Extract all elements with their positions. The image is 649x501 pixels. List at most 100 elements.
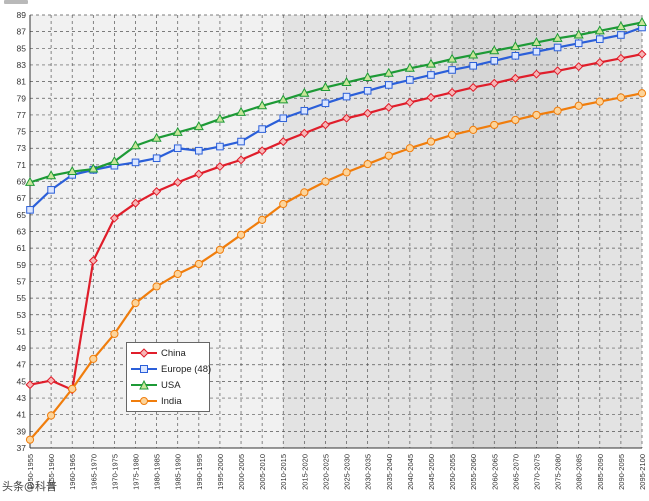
data-point	[510, 41, 521, 51]
data-point	[321, 99, 330, 108]
y-tick-label: 57	[17, 276, 27, 286]
data-point	[532, 47, 541, 56]
data-point	[194, 259, 203, 269]
x-tick-label: 1955-1960	[47, 454, 56, 490]
data-point	[299, 87, 310, 97]
data-point	[195, 146, 203, 155]
y-tick-label: 61	[17, 243, 27, 253]
data-point	[321, 177, 330, 186]
data-point	[131, 299, 140, 308]
data-point	[532, 110, 541, 120]
data-point	[468, 82, 478, 92]
data-point	[594, 25, 605, 35]
data-point	[447, 87, 457, 97]
data-point	[68, 384, 77, 393]
x-tick-label: 2065-2070	[511, 454, 520, 490]
data-point	[468, 49, 479, 59]
data-point	[425, 58, 437, 68]
x-tick-label: 2090-2095	[617, 454, 626, 490]
x-tick-label: 2055-2060	[469, 454, 478, 490]
y-tick-label: 51	[17, 326, 27, 336]
y-tick-label: 75	[17, 127, 27, 137]
data-point	[67, 166, 78, 176]
data-point	[320, 120, 330, 130]
x-tick-label: 2060-2065	[490, 454, 499, 490]
square-marker-icon	[131, 365, 157, 373]
data-point	[47, 186, 55, 194]
y-tick-label: 71	[17, 160, 27, 170]
data-point	[173, 144, 182, 153]
data-point	[406, 76, 414, 84]
data-point	[109, 213, 119, 223]
data-point	[173, 177, 183, 187]
data-point	[131, 198, 141, 208]
x-tick-label: 1965-1970	[89, 454, 98, 490]
data-point	[172, 126, 183, 136]
data-point	[448, 66, 456, 74]
data-point	[363, 86, 372, 95]
data-point	[490, 56, 499, 65]
data-point	[489, 45, 500, 55]
data-point	[279, 114, 288, 123]
x-tick-label: 2000-2005	[237, 454, 246, 490]
data-point	[25, 380, 35, 390]
data-point	[342, 168, 351, 177]
data-point	[110, 329, 119, 339]
data-point	[193, 121, 204, 131]
data-point	[152, 282, 161, 291]
data-point	[236, 155, 246, 165]
data-point	[152, 187, 162, 197]
data-point	[89, 354, 98, 364]
x-tick-label: 2030-2035	[364, 454, 373, 490]
y-tick-label: 77	[17, 110, 27, 120]
data-point	[194, 169, 204, 179]
legend-item-india: India	[131, 394, 182, 408]
legend-item-china: China	[131, 346, 186, 360]
x-tick-label: 1995-2000	[216, 454, 225, 490]
data-point	[47, 411, 56, 420]
data-point	[426, 137, 436, 146]
y-tick-label: 73	[17, 143, 27, 153]
data-point	[131, 158, 140, 167]
y-tick-label: 81	[17, 77, 27, 87]
data-point	[151, 132, 162, 142]
data-point	[216, 142, 224, 151]
data-point	[257, 146, 267, 156]
circle-marker-icon	[131, 397, 157, 405]
data-point	[405, 97, 415, 107]
x-tick-label: 1990-1995	[195, 454, 204, 490]
data-point	[237, 137, 245, 146]
x-tick-label: 2095-2100	[638, 454, 647, 490]
y-tick-label: 69	[17, 177, 27, 187]
data-point	[152, 154, 161, 163]
y-tick-label: 45	[17, 376, 27, 386]
y-tick-label: 83	[17, 60, 27, 70]
data-point	[24, 176, 36, 186]
data-point	[363, 159, 372, 169]
data-point	[88, 256, 98, 266]
x-tick-label: 2075-2080	[554, 454, 563, 490]
data-point	[384, 102, 394, 112]
data-point	[637, 89, 647, 98]
data-point	[363, 108, 373, 118]
data-point	[278, 137, 288, 147]
x-tick-label: 1950-1955	[26, 454, 35, 490]
data-point	[510, 73, 520, 83]
data-point	[299, 128, 309, 138]
data-point	[320, 81, 331, 91]
data-point	[215, 245, 225, 254]
data-point	[553, 43, 562, 52]
data-point	[258, 125, 266, 133]
data-point	[489, 78, 499, 88]
data-point	[300, 188, 309, 197]
data-point	[636, 16, 648, 26]
y-tick-label: 89	[17, 10, 27, 20]
y-tick-label: 87	[17, 27, 27, 37]
x-tick-label: 2040-2045	[406, 454, 415, 490]
data-point	[26, 206, 34, 214]
data-point	[300, 106, 309, 115]
y-tick-label: 39	[17, 426, 27, 436]
data-point	[574, 62, 584, 72]
x-tick-label: 2010-2015	[279, 454, 288, 490]
